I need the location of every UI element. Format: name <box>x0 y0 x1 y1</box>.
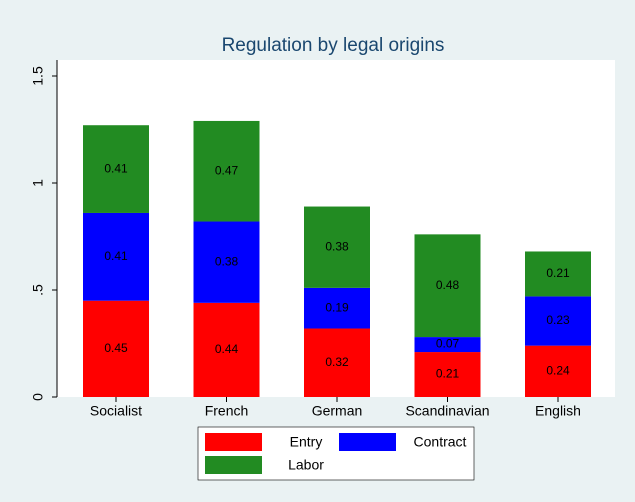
data-label: 0.48 <box>436 278 460 292</box>
data-label: 0.07 <box>436 337 460 351</box>
legend-swatch <box>339 433 396 451</box>
data-label: 0.41 <box>104 249 128 263</box>
data-label: 0.24 <box>546 363 570 377</box>
x-tick-label: Scandinavian <box>405 403 489 419</box>
data-label: 0.19 <box>325 300 349 314</box>
legend-label: Contract <box>414 434 467 450</box>
data-label: 0.23 <box>546 313 570 327</box>
data-label: 0.45 <box>104 341 128 355</box>
data-label: 0.38 <box>215 254 239 268</box>
y-tick-label: 0 <box>30 393 46 401</box>
data-label: 0.44 <box>215 342 239 356</box>
data-label: 0.21 <box>436 367 460 381</box>
bar-segment <box>83 212 149 301</box>
bar-segment <box>304 287 370 329</box>
bar-segment <box>83 125 149 213</box>
bar-segment <box>525 251 591 297</box>
data-label: 0.32 <box>325 355 349 369</box>
data-label: 0.21 <box>546 266 570 280</box>
data-label: 0.38 <box>325 239 349 253</box>
chart-title: Regulation by legal origins <box>222 35 445 56</box>
x-tick-label: English <box>535 403 581 419</box>
bar-segment <box>525 345 591 397</box>
x-tick-label: French <box>205 403 249 419</box>
y-tick-label: .5 <box>30 284 46 296</box>
legend-label: Entry <box>290 434 323 450</box>
bar-segment <box>304 328 370 397</box>
y-tick-label: 1 <box>30 179 46 187</box>
x-tick-label: German <box>312 403 363 419</box>
bar-segment <box>304 206 370 288</box>
bar-segment <box>193 120 260 222</box>
legend-swatch <box>205 456 262 474</box>
data-label: 0.41 <box>104 161 128 175</box>
bar-segment <box>193 302 260 397</box>
y-tick-label: 1.5 <box>30 66 46 86</box>
legend-swatch <box>205 433 262 451</box>
bar-segment <box>414 337 481 353</box>
data-label: 0.47 <box>215 163 239 177</box>
bar-segment <box>83 300 149 397</box>
legend-label: Labor <box>288 457 324 473</box>
bar-segment <box>414 352 481 397</box>
bar-segment <box>193 221 260 303</box>
x-tick-label: Socialist <box>90 403 142 419</box>
bar-segment <box>525 296 591 346</box>
bar-segment <box>414 234 481 338</box>
